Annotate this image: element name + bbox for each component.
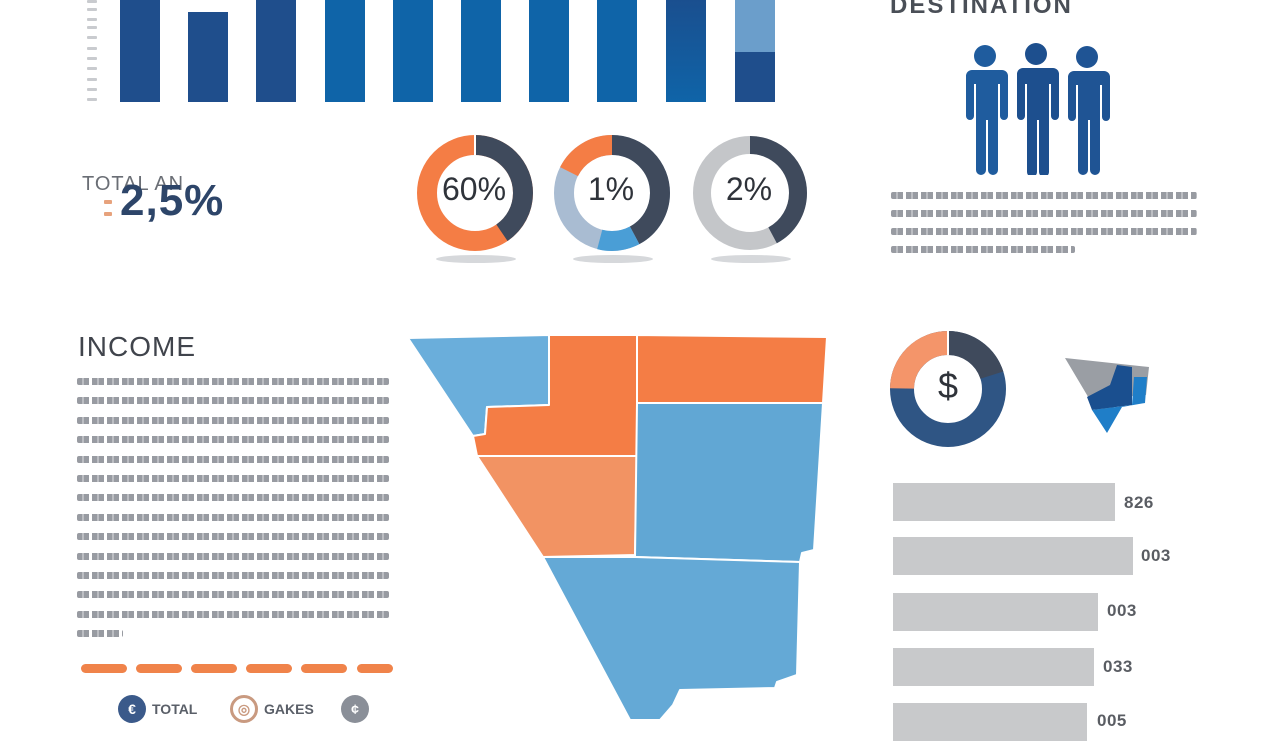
donut-chart-2: 1% — [553, 133, 673, 268]
hbar-3-value: 003 — [1107, 601, 1137, 620]
bar-4 — [325, 0, 365, 102]
hbar-1-value: 826 — [1124, 493, 1154, 512]
y-axis-tick — [87, 26, 97, 29]
orange-divider-dash — [301, 664, 347, 673]
stat-marker — [104, 200, 112, 204]
bar-2 — [188, 12, 228, 102]
donut-shadow — [711, 255, 791, 263]
orange-divider-dash — [191, 664, 237, 673]
hbar-1 — [893, 483, 1115, 521]
bar-8 — [597, 0, 637, 102]
euro-icon: € — [118, 695, 146, 723]
income-description — [77, 378, 389, 649]
abstract-shape-icon — [1065, 358, 1149, 433]
bar-1 — [120, 0, 160, 102]
legend-item-total: € TOTAL — [118, 695, 197, 723]
bar-6 — [461, 0, 501, 102]
hbar-2 — [893, 537, 1133, 575]
coin-icon: ¢ — [341, 695, 369, 723]
stat-value: 2,5% — [120, 176, 225, 225]
donut-3-label: 2% — [725, 171, 773, 207]
bar-3 — [256, 0, 296, 102]
destination-description — [891, 192, 1197, 264]
donut-chart-3: 2% — [691, 133, 811, 268]
bar-5 — [393, 0, 433, 102]
bar-7 — [529, 0, 569, 102]
y-axis-tick — [87, 36, 97, 39]
hbar-5-value: 005 — [1097, 711, 1127, 730]
legend-item-gakes: ◎ GAKES — [230, 695, 314, 723]
region-map — [405, 330, 835, 721]
hbar-4 — [893, 648, 1094, 686]
bar-9 — [666, 0, 706, 102]
legend-label: GAKES — [264, 701, 314, 717]
map-region-e — [634, 402, 824, 563]
bar-10-bottom-segment — [735, 52, 775, 102]
hbar-3 — [893, 593, 1098, 631]
y-axis-tick — [87, 98, 97, 101]
donut-shadow — [436, 255, 516, 263]
y-axis-tick — [87, 57, 97, 60]
target-icon: ◎ — [230, 695, 258, 723]
donut-shadow — [573, 255, 653, 263]
dollar-icon: $ — [937, 365, 959, 406]
y-axis-tick — [87, 78, 97, 81]
income-donut-chart — [890, 331, 1006, 447]
top-bar-chart — [85, 0, 785, 104]
orange-divider-dash — [246, 664, 292, 673]
donut-chart-1: 60% — [416, 133, 536, 268]
y-axis-tick — [87, 67, 97, 70]
y-axis-tick — [87, 0, 97, 3]
people-icon — [958, 40, 1118, 177]
y-axis-tick — [87, 88, 97, 91]
destination-title: DESTINATION — [890, 0, 1073, 19]
legend-item-third: ¢ — [341, 695, 369, 723]
map-region-ne — [636, 334, 828, 404]
orange-divider-dash — [81, 664, 127, 673]
y-axis-tick — [87, 18, 97, 21]
stat-label: TOTAL AN — [82, 173, 185, 195]
bar-10 — [735, 0, 775, 102]
hbar-2-value: 003 — [1141, 546, 1171, 565]
y-axis-tick — [87, 8, 97, 11]
legend-label: TOTAL — [152, 701, 198, 717]
stat-marker — [104, 212, 112, 216]
donut-2-label: 1% — [587, 171, 635, 207]
hbar-4-value: 033 — [1103, 657, 1133, 676]
map-region-w-central — [476, 455, 638, 558]
orange-divider-dash — [357, 664, 393, 673]
bar-10-top-segment — [735, 0, 775, 52]
map-region-s — [542, 556, 801, 721]
orange-divider-dash — [136, 664, 182, 673]
donut-1-label: 60% — [441, 171, 507, 207]
income-title: INCOME — [78, 331, 196, 362]
hbar-5 — [893, 703, 1087, 741]
y-axis-tick — [87, 47, 97, 50]
